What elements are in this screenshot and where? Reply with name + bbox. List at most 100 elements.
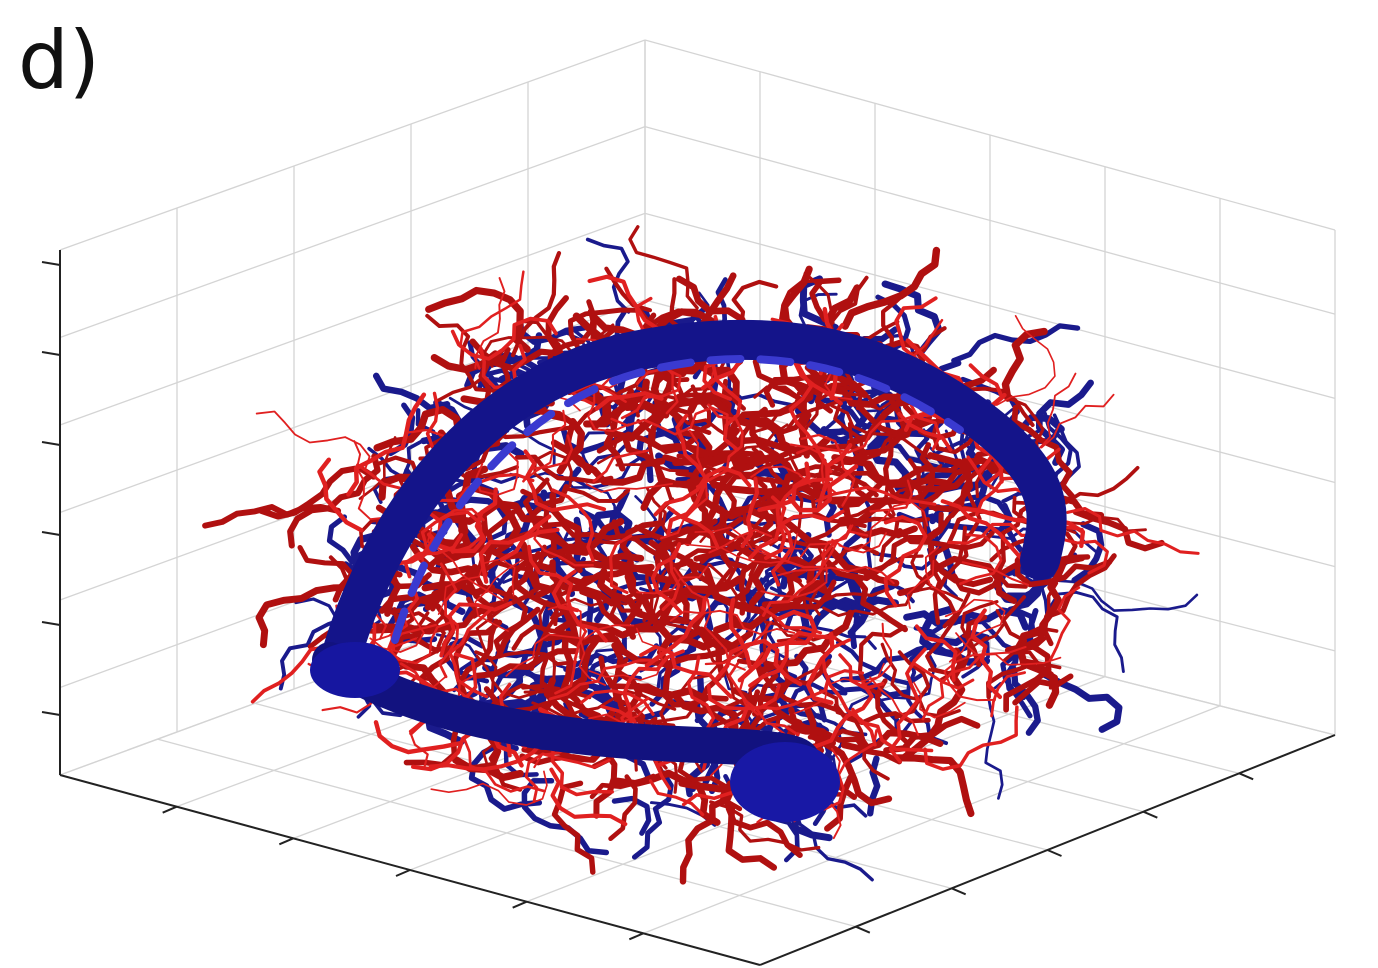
vessel (673, 566, 746, 671)
vessel (835, 640, 925, 686)
tick-mark (41, 351, 61, 356)
vessel (425, 391, 440, 449)
vessel (920, 628, 991, 647)
vessel (317, 457, 364, 533)
vessel (913, 662, 975, 690)
vessel (825, 559, 908, 633)
vessel (770, 495, 794, 587)
vessel (760, 464, 883, 502)
vessel (533, 524, 594, 567)
vessel (833, 403, 865, 464)
vessel (928, 542, 994, 588)
vessel (1007, 396, 1045, 458)
vessel (522, 434, 574, 483)
grid-line (59, 126, 646, 339)
vessel (995, 314, 1056, 406)
vessel (805, 631, 835, 705)
vessel (608, 774, 638, 842)
vessel (750, 465, 811, 486)
vessel (426, 487, 498, 554)
vessel (913, 681, 966, 719)
grid-line (157, 738, 857, 928)
vessel (678, 779, 721, 826)
vessel (865, 622, 893, 685)
vessel (474, 648, 579, 679)
vessel (1001, 327, 1048, 402)
axes (41, 250, 1336, 966)
vessel (596, 412, 618, 465)
vessel (666, 622, 749, 709)
vessel (796, 409, 934, 455)
tick-mark (855, 925, 871, 934)
vessel (777, 565, 895, 585)
vessel (838, 484, 915, 525)
vessel (430, 770, 548, 806)
vessel (1071, 521, 1105, 584)
vessel (448, 606, 494, 699)
tick-mark (162, 805, 178, 814)
vessel (761, 547, 834, 608)
vessel (943, 645, 1027, 702)
vessel (474, 277, 506, 369)
tick-mark (41, 621, 61, 626)
vessel (551, 569, 580, 613)
vessel (684, 450, 764, 547)
vessel (807, 728, 871, 751)
vessel (695, 403, 744, 489)
vessel (809, 277, 842, 323)
vessel (1011, 404, 1076, 500)
vessel (1003, 644, 1052, 713)
vessel (391, 355, 964, 644)
vessel (529, 606, 573, 671)
vessel (897, 555, 1017, 604)
vessel (1048, 590, 1125, 674)
vessel (944, 598, 1006, 663)
vessel (961, 561, 1030, 586)
vessel (346, 392, 427, 497)
vessel (421, 581, 496, 597)
vessel (751, 446, 867, 529)
vessel (420, 510, 484, 554)
vessel (450, 316, 558, 361)
vessel (725, 805, 803, 858)
vessel (310, 642, 400, 698)
tick-mark (951, 887, 967, 896)
vessel (669, 609, 796, 635)
vessel (255, 581, 374, 649)
vessel (830, 404, 932, 460)
vessel (1057, 579, 1199, 612)
vessel (588, 627, 664, 681)
vessel (711, 364, 743, 452)
vessel (1004, 554, 1086, 654)
vessel (609, 534, 633, 595)
tick-mark (41, 531, 61, 536)
vessel (373, 720, 464, 755)
vessel (478, 514, 552, 584)
vessel (728, 597, 753, 669)
grid-line (59, 39, 646, 251)
tick-mark (628, 932, 644, 941)
vessel (869, 479, 914, 513)
vessel (527, 544, 608, 643)
vessel (740, 476, 760, 549)
vessel (1012, 673, 1074, 706)
vessel (758, 609, 854, 675)
vessel (417, 496, 558, 519)
vessel (464, 332, 543, 389)
vessel (757, 669, 865, 711)
vessel (648, 779, 705, 817)
vessel (824, 774, 854, 832)
vessel (759, 605, 823, 635)
vessel (579, 689, 655, 716)
vessel (667, 506, 720, 549)
vessel (326, 514, 355, 565)
vessel (897, 528, 995, 551)
vessel (611, 795, 652, 836)
vessel (804, 364, 869, 399)
vessel (730, 742, 840, 822)
vessel (737, 609, 818, 683)
vessel (533, 450, 573, 498)
vessel (505, 624, 635, 677)
tick-mark (1142, 810, 1158, 819)
vessel (564, 486, 631, 504)
